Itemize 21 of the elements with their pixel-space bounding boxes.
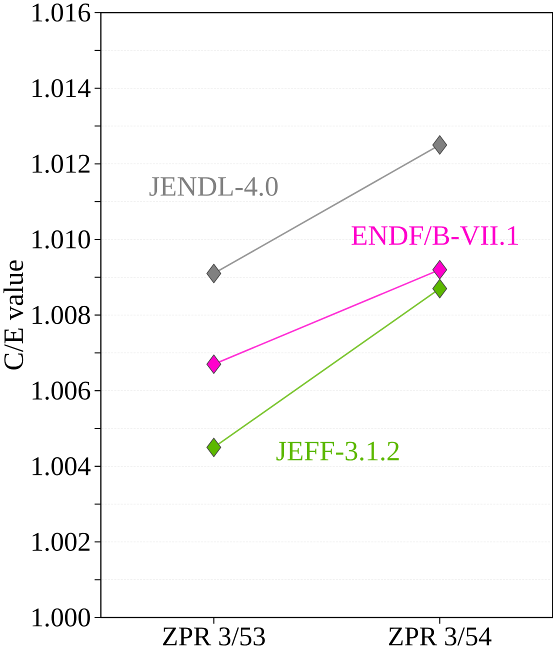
series-label: ENDF/B-VII.1	[351, 226, 518, 246]
y-tick-label: 1.016	[32, 3, 90, 22]
x-tick-label: ZPR 3/53	[162, 627, 265, 646]
y-axis-title: C/E value	[3, 260, 24, 370]
y-tick-label: 1.006	[32, 382, 90, 400]
y-tick-label: 1.008	[32, 306, 90, 324]
y-tick-label: 1.010	[32, 230, 90, 249]
point	[432, 260, 448, 280]
point	[206, 264, 222, 284]
y-tick-label: 1.014	[32, 79, 90, 98]
y-tick-label: 1.002	[32, 532, 90, 552]
point	[206, 438, 222, 458]
y-tick-label: 1.004	[32, 457, 90, 476]
series-label: JEFF-3.1.2	[276, 442, 399, 461]
point	[206, 354, 222, 374]
point	[432, 135, 448, 155]
point	[432, 278, 448, 298]
series-label: JENDL-4.0	[149, 177, 278, 196]
x-tick-label: ZPR 3/54	[388, 627, 492, 646]
y-tick-label: 1.000	[32, 608, 90, 627]
y-tick-label: 1.012	[32, 154, 90, 173]
